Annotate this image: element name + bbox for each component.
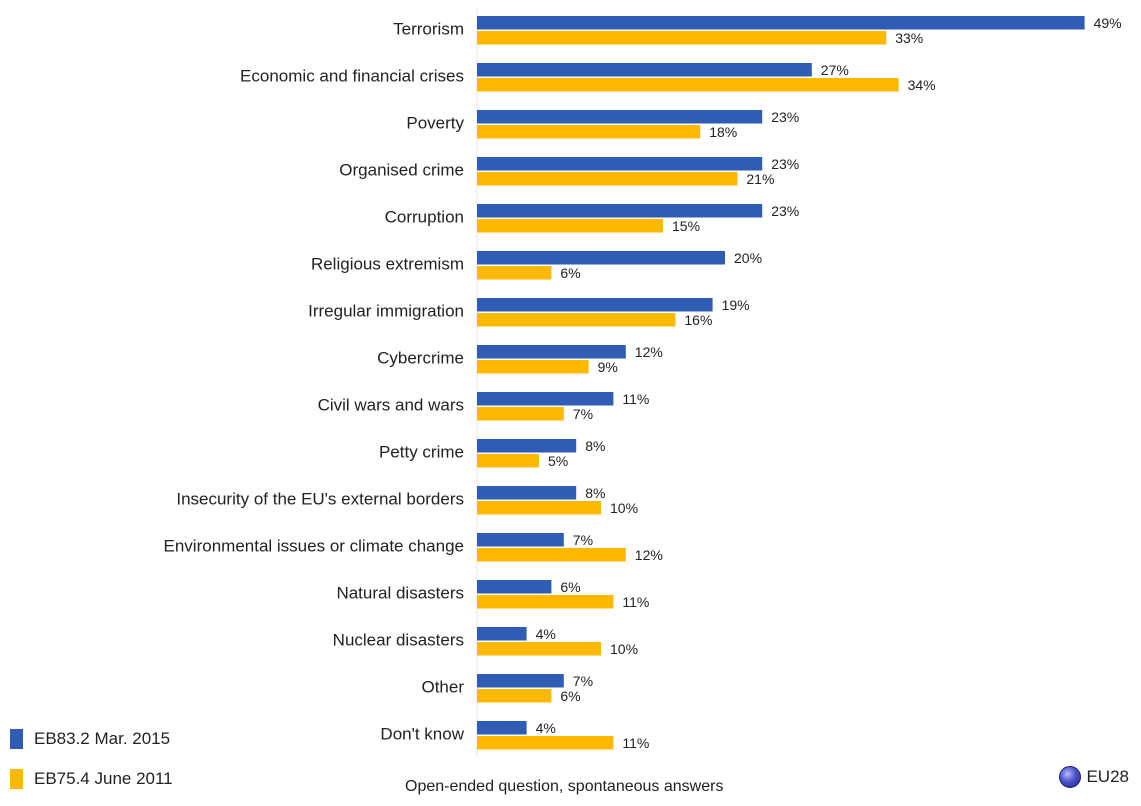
value-label-economic-and-financial-crises-2015: 27% xyxy=(821,62,849,78)
bar-cybercrime-2015 xyxy=(477,345,626,359)
question-note: Open-ended question, spontaneous answers xyxy=(405,778,724,795)
value-label-civil-wars-and-wars-2015: 11% xyxy=(622,391,649,407)
bar-religious-extremism-2011 xyxy=(477,266,552,280)
bar-organised-crime-2011 xyxy=(477,172,738,186)
value-label-corruption-2011: 15% xyxy=(672,218,700,234)
value-label-environmental-issues-or-climate-change-2011: 12% xyxy=(635,547,663,563)
value-label-poverty-2015: 23% xyxy=(771,109,799,125)
legend-swatch-2015 xyxy=(10,729,23,749)
bar-corruption-2015 xyxy=(477,204,763,218)
bar-terrorism-2015 xyxy=(477,16,1085,30)
bar-civil-wars-and-wars-2015 xyxy=(477,392,614,406)
value-label-don-t-know-2015: 4% xyxy=(536,720,556,736)
bar-terrorism-2011 xyxy=(477,31,887,45)
plot-area: Terrorism 49% 33% Economic and financial cr… xyxy=(164,15,1122,751)
category-label-organised-crime: Organised crime xyxy=(339,161,464,180)
scope-badge: EU28 xyxy=(1059,766,1129,788)
value-label-religious-extremism-2011: 6% xyxy=(560,265,580,281)
bar-corruption-2011 xyxy=(477,219,663,233)
value-label-other-2011: 6% xyxy=(560,688,580,704)
value-label-terrorism-2015: 49% xyxy=(1094,15,1122,31)
legend-label-2015: EB83.2 Mar. 2015 xyxy=(34,729,171,748)
bar-don-t-know-2011 xyxy=(477,736,614,750)
bar-economic-and-financial-crises-2011 xyxy=(477,78,899,92)
scope-label: EU28 xyxy=(1086,767,1129,786)
bar-religious-extremism-2015 xyxy=(477,251,725,265)
value-label-insecurity-of-the-eu-s-external-borders-2015: 8% xyxy=(585,485,605,501)
category-label-terrorism: Terrorism xyxy=(393,20,464,39)
value-label-nuclear-disasters-2015: 4% xyxy=(536,626,556,642)
category-label-corruption: Corruption xyxy=(385,208,464,227)
bar-irregular-immigration-2015 xyxy=(477,298,713,312)
bar-insecurity-of-the-eu-s-external-borders-2011 xyxy=(477,501,601,515)
value-label-environmental-issues-or-climate-change-2015: 7% xyxy=(573,532,593,548)
value-label-civil-wars-and-wars-2011: 7% xyxy=(573,406,593,422)
category-label-other: Other xyxy=(421,678,464,697)
category-label-environmental-issues-or-climate-change: Environmental issues or climate change xyxy=(164,537,464,556)
globe-icon xyxy=(1059,766,1082,788)
category-label-natural-disasters: Natural disasters xyxy=(336,584,464,603)
value-label-organised-crime-2011: 21% xyxy=(746,171,774,187)
category-label-nuclear-disasters: Nuclear disasters xyxy=(333,631,464,650)
legend: EB83.2 Mar. 2015 EB75.4 June 2011 xyxy=(10,726,173,806)
legend-item-2011: EB75.4 June 2011 xyxy=(10,766,173,792)
value-label-don-t-know-2011: 11% xyxy=(622,735,649,751)
bar-irregular-immigration-2011 xyxy=(477,313,676,327)
value-label-natural-disasters-2011: 11% xyxy=(622,594,649,610)
legend-swatch-2011 xyxy=(10,769,23,789)
value-label-economic-and-financial-crises-2011: 34% xyxy=(908,77,936,93)
bar-natural-disasters-2011 xyxy=(477,595,614,609)
bar-poverty-2015 xyxy=(477,110,763,124)
category-label-don-t-know: Don't know xyxy=(380,725,464,744)
value-label-insecurity-of-the-eu-s-external-borders-2011: 10% xyxy=(610,500,638,516)
legend-item-2015: EB83.2 Mar. 2015 xyxy=(10,726,173,752)
value-label-terrorism-2011: 33% xyxy=(895,30,923,46)
bar-environmental-issues-or-climate-change-2015 xyxy=(477,533,564,547)
bar-petty-crime-2015 xyxy=(477,439,577,453)
category-label-poverty: Poverty xyxy=(406,114,464,133)
bar-organised-crime-2015 xyxy=(477,157,763,171)
bar-poverty-2011 xyxy=(477,125,701,139)
legend-label-2011: EB75.4 June 2011 xyxy=(34,769,173,788)
value-label-petty-crime-2015: 8% xyxy=(585,438,605,454)
bar-nuclear-disasters-2011 xyxy=(477,642,601,656)
category-label-civil-wars-and-wars: Civil wars and wars xyxy=(318,396,464,415)
value-label-poverty-2011: 18% xyxy=(709,124,737,140)
value-label-irregular-immigration-2015: 19% xyxy=(722,297,750,313)
category-label-petty-crime: Petty crime xyxy=(379,443,464,462)
bar-chart: Terrorism 49% 33% Economic and financial cr… xyxy=(164,8,1122,758)
bar-civil-wars-and-wars-2011 xyxy=(477,407,564,421)
bar-natural-disasters-2015 xyxy=(477,580,552,594)
value-label-organised-crime-2015: 23% xyxy=(771,156,799,172)
category-label-economic-and-financial-crises: Economic and financial crises xyxy=(240,67,464,86)
bar-cybercrime-2011 xyxy=(477,360,589,374)
category-label-cybercrime: Cybercrime xyxy=(377,349,464,368)
bar-economic-and-financial-crises-2015 xyxy=(477,63,812,77)
value-label-cybercrime-2015: 12% xyxy=(635,344,663,360)
bar-environmental-issues-or-climate-change-2011 xyxy=(477,548,626,562)
value-label-natural-disasters-2015: 6% xyxy=(560,579,580,595)
category-label-irregular-immigration: Irregular immigration xyxy=(308,302,464,321)
value-label-irregular-immigration-2011: 16% xyxy=(684,312,712,328)
bar-insecurity-of-the-eu-s-external-borders-2015 xyxy=(477,486,577,500)
value-label-cybercrime-2011: 9% xyxy=(598,359,618,375)
value-label-religious-extremism-2015: 20% xyxy=(734,250,762,266)
bar-other-2015 xyxy=(477,674,564,688)
value-label-petty-crime-2011: 5% xyxy=(548,453,568,469)
value-label-nuclear-disasters-2011: 10% xyxy=(610,641,638,657)
category-label-insecurity-of-the-eu-s-external-borders: Insecurity of the EU's external borders xyxy=(176,490,464,509)
value-label-corruption-2015: 23% xyxy=(771,203,799,219)
bar-petty-crime-2011 xyxy=(477,454,539,468)
bar-nuclear-disasters-2015 xyxy=(477,627,527,641)
bar-other-2011 xyxy=(477,689,552,703)
category-label-religious-extremism: Religious extremism xyxy=(311,255,464,274)
value-label-other-2015: 7% xyxy=(573,673,593,689)
bar-don-t-know-2015 xyxy=(477,721,527,735)
